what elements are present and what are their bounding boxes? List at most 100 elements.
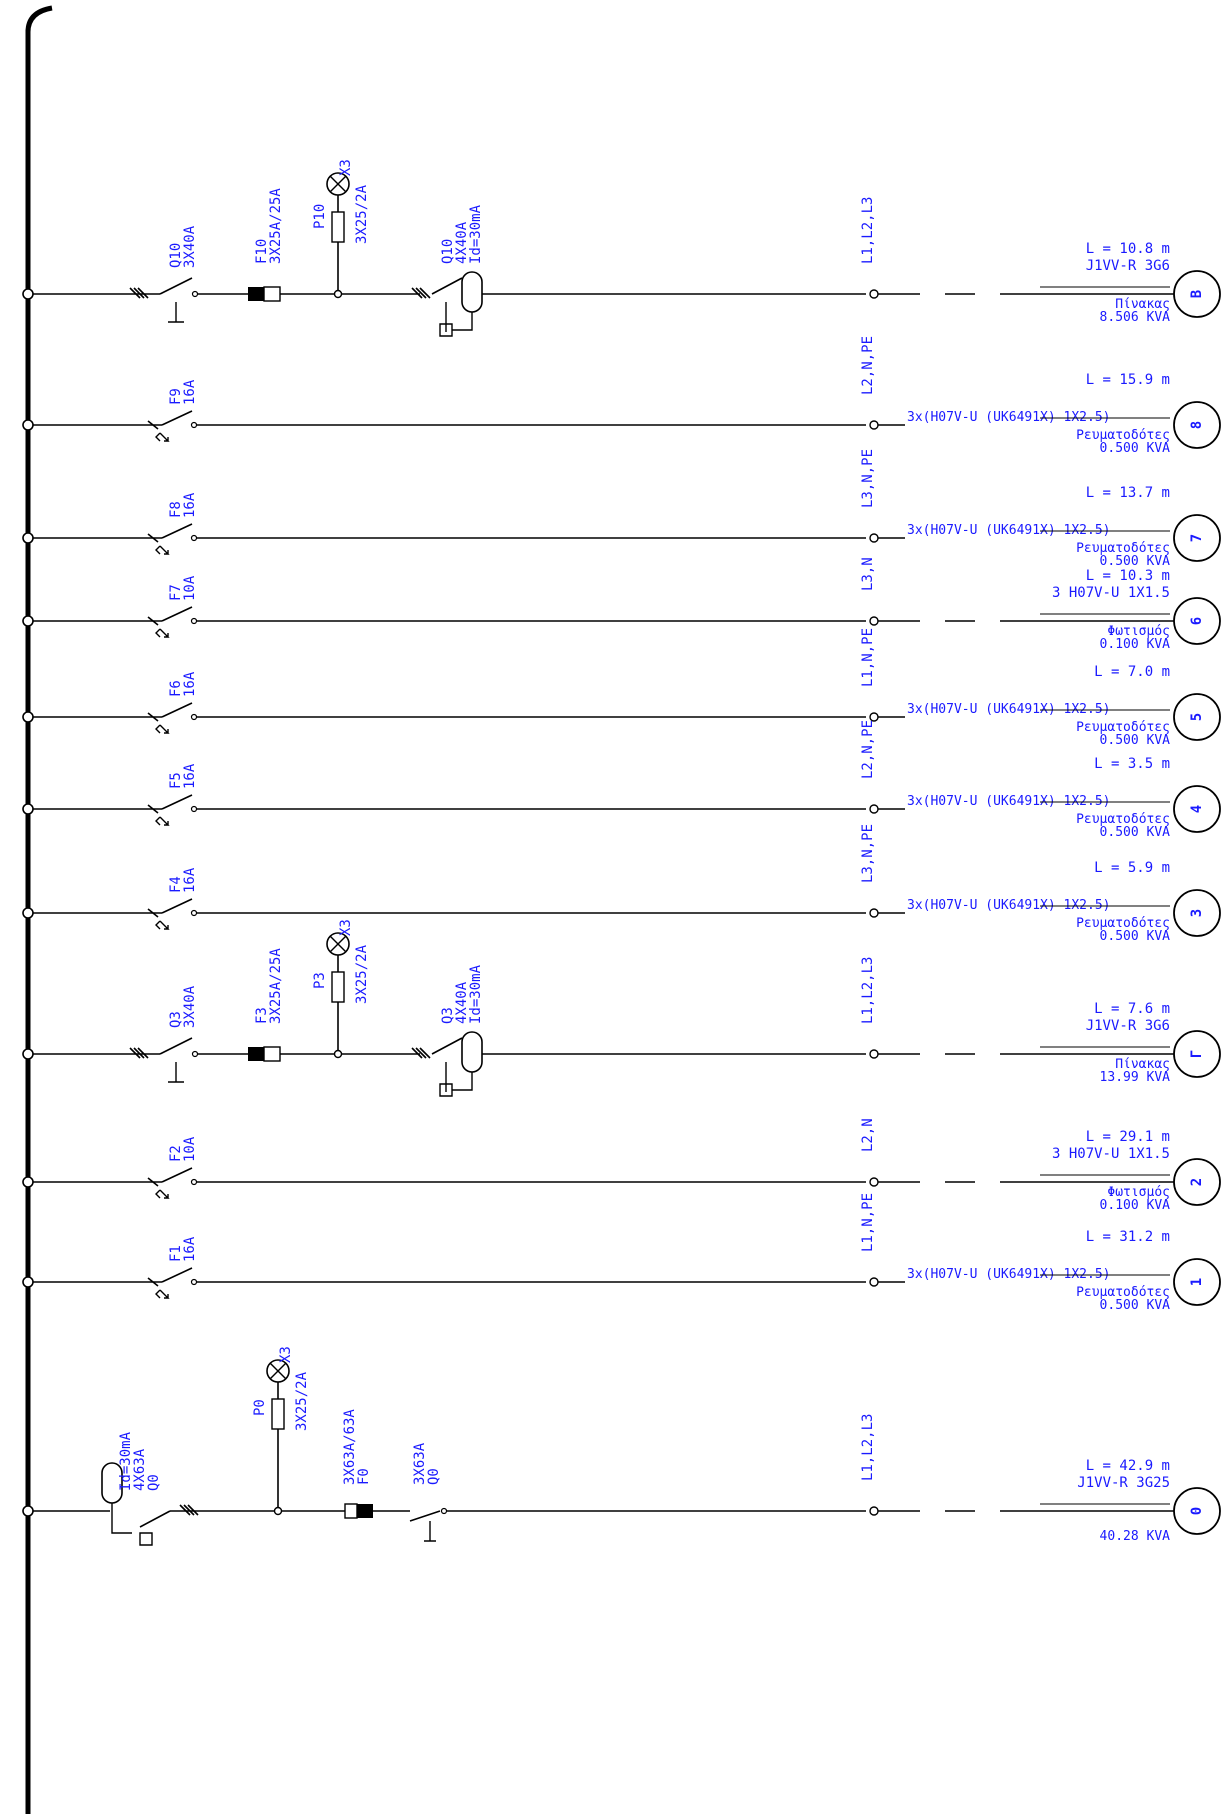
cable-label: 3x(H07V-U (UK6491X) 1X2.5)	[907, 523, 1111, 538]
rcd-name: Q10	[440, 239, 456, 264]
pilot-fuse	[271, 1398, 285, 1430]
length-label: L = 10.3 m	[1086, 568, 1170, 584]
power-label: 8.506 KVA	[1100, 310, 1171, 325]
circuit-circle	[1173, 1158, 1221, 1206]
isolator-handle	[168, 1062, 184, 1083]
bus-connection-node	[22, 907, 34, 919]
cable-label: J1VV-R 3G6	[1086, 258, 1170, 274]
pilot-fuse	[331, 971, 345, 1003]
breaker-rating: 16A	[182, 671, 198, 697]
breaker-rating: 16A	[182, 379, 198, 405]
breaker-pivot	[190, 713, 198, 721]
phase-label: L1,L2,L3	[860, 957, 876, 1024]
circuit-id: 3	[1189, 909, 1205, 917]
power-label: 0.500 KVA	[1100, 929, 1171, 944]
breaker-trip-mark	[179, 1504, 191, 1516]
isolator-handle	[424, 1521, 436, 1542]
terminal-marker	[869, 533, 879, 543]
breaker-name: F5	[168, 772, 184, 789]
isolator-contact	[409, 1510, 441, 1522]
load-label: Πίνακας	[1115, 297, 1170, 312]
circuit-id: Γ	[1189, 1050, 1205, 1058]
breaker-trip-mark	[411, 287, 423, 299]
fuse-rating: 3X25A/25A	[268, 948, 284, 1024]
phase-label: L1,L2,L3	[860, 197, 876, 264]
cable-label: 3x(H07V-U (UK6491X) 1X2.5)	[907, 1267, 1111, 1282]
rcd-sensitivity: Id=30mA	[468, 204, 484, 264]
fuse-rating: 3X25A/25A	[268, 188, 284, 264]
breaker-rating: 16A	[182, 492, 198, 518]
fuse-body	[248, 287, 264, 301]
terminal-marker	[869, 1506, 879, 1516]
bus-connection-node	[22, 1048, 34, 1060]
length-label: L = 5.9 m	[1094, 860, 1170, 876]
phase-label: L3,N,PE	[860, 449, 876, 508]
busbar-top-hook	[25, 5, 53, 33]
power-label: 0.100 KVA	[1100, 1198, 1171, 1213]
breaker-rating: 16A	[182, 1236, 198, 1262]
length-label: L = 7.6 m	[1094, 1001, 1170, 1017]
breaker-name: F6	[168, 680, 184, 697]
rcd-contact	[431, 277, 463, 295]
breaker-contact	[161, 410, 193, 426]
power-label: 0.100 KVA	[1100, 637, 1171, 652]
fuse-rating: 3X63A/63A	[342, 1409, 358, 1485]
pilot-rating: 3X25/2A	[354, 184, 370, 244]
breaker-trip-mark	[129, 287, 141, 299]
isolator-pivot	[191, 290, 199, 298]
circuit-id: 2	[1189, 1178, 1205, 1186]
breaker-contact	[161, 1167, 193, 1183]
load-label: Φωτισμός	[1107, 624, 1170, 639]
cable-label: 3x(H07V-U (UK6491X) 1X2.5)	[907, 794, 1111, 809]
phase-label: L1,N,PE	[860, 1193, 876, 1252]
terminal-marker	[869, 289, 879, 299]
breaker-actuator	[155, 628, 170, 638]
circuit-circle	[1173, 1030, 1221, 1078]
length-label: L = 42.9 m	[1086, 1458, 1170, 1474]
breaker-contact	[161, 794, 193, 810]
circuit-id: 5	[1189, 713, 1205, 721]
bus-connection-node	[22, 288, 34, 300]
pilot-name: P3	[312, 972, 328, 989]
power-label: 0.500 KVA	[1100, 554, 1171, 569]
fuse-holder	[263, 286, 281, 302]
load-label: Ρευματοδότες	[1076, 1285, 1170, 1300]
pilot-tap-node	[333, 1049, 343, 1059]
breaker-contact	[161, 898, 193, 914]
pilot-tap-node	[273, 1506, 283, 1516]
load-label: Ρευματοδότες	[1076, 916, 1170, 931]
circuit-id: 0	[1189, 1507, 1205, 1515]
terminal-marker	[869, 616, 879, 626]
isolator-rating: 3X40A	[182, 225, 198, 268]
length-label: L = 31.2 m	[1086, 1229, 1170, 1245]
bus-connection-node	[22, 711, 34, 723]
rcd-name: Q3	[440, 1007, 456, 1024]
breaker-actuator	[155, 545, 170, 555]
pilot-lamp-cross	[329, 175, 347, 193]
pilot-name: P10	[312, 204, 328, 229]
breaker-actuator	[155, 432, 170, 442]
bus-connection-node	[22, 1276, 34, 1288]
rcd-name: Q0	[146, 1474, 162, 1491]
pilot-fuse	[331, 211, 345, 243]
isolator-name: Q10	[168, 243, 184, 268]
breaker-pivot	[190, 1178, 198, 1186]
fuse-holder	[263, 1046, 281, 1062]
breaker-trip-mark	[137, 1047, 149, 1059]
breaker-trip-mark	[183, 1504, 195, 1516]
breaker-trip-mark	[419, 1047, 431, 1059]
bus-connection-node	[22, 419, 34, 431]
circuit-circle	[1173, 889, 1221, 937]
length-label: L = 13.7 m	[1086, 485, 1170, 501]
load-label: Ρευματοδότες	[1076, 812, 1170, 827]
isolator-pivot	[191, 1050, 199, 1058]
